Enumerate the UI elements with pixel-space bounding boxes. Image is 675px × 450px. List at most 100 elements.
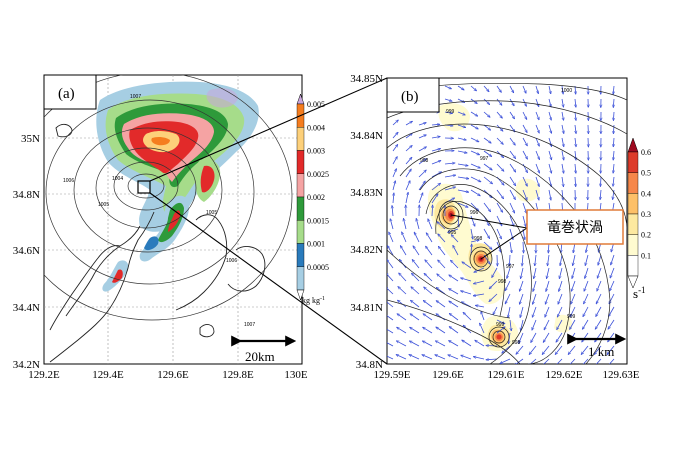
wind-vector [409, 355, 420, 360]
colorbar-a-swatch [296, 266, 305, 291]
wind-vector [449, 275, 459, 282]
wind-vector [470, 202, 479, 211]
wind-vector [535, 98, 539, 107]
wind-vector [449, 313, 459, 321]
wind-vector [610, 280, 615, 291]
wind-vector [431, 194, 438, 204]
panel-a-isobar-labels: 1007 1006 1004 1005 1005 1006 1007 [63, 94, 255, 328]
wind-vector [545, 293, 550, 304]
wind-vector [535, 176, 539, 187]
wind-vector [522, 85, 526, 93]
wind-vector [522, 150, 528, 159]
isobar-label: 1004 [112, 176, 123, 182]
wind-vector [509, 137, 515, 145]
wind-vector [575, 111, 576, 121]
wind-vector [575, 150, 576, 160]
wind-vector [509, 85, 514, 93]
wind-vector [496, 319, 505, 324]
wind-vector [424, 273, 433, 282]
wind-vector [568, 358, 576, 364]
wind-vector [613, 85, 614, 94]
wind-vector [389, 232, 394, 243]
wind-vector [535, 137, 539, 146]
wind-vector [392, 206, 393, 217]
wind-vector [387, 259, 394, 269]
x-tick-label: 129.62E [546, 369, 583, 381]
wind-vector [609, 306, 615, 317]
wind-vector [392, 132, 398, 139]
wind-vector [393, 193, 394, 204]
wind-vector [522, 189, 527, 200]
wind-vector [432, 205, 433, 217]
wind-vector [522, 215, 526, 227]
zoom-box [137, 180, 151, 194]
wind-vector [516, 345, 524, 354]
wind-vector [405, 121, 413, 126]
wind-vector [428, 219, 433, 230]
wind-vector [400, 246, 407, 256]
wind-vector [418, 193, 423, 204]
contour-label: 996 [470, 210, 479, 216]
panel-b-colorbar: 0.6 0.5 0.4 0.3 0.2 0.1 s-1 [627, 137, 651, 301]
wind-vector [410, 327, 420, 334]
panel-b-label: (b) [401, 89, 419, 105]
wind-vector [392, 181, 395, 191]
contour-label: 998 [512, 340, 521, 346]
colorbar-a-bottom-arrow [296, 289, 305, 301]
wind-vector [509, 215, 514, 226]
wind-vector [543, 332, 550, 342]
wind-vector [535, 150, 540, 160]
wind-vector [475, 305, 485, 308]
colorbar-b-swatch [627, 193, 639, 215]
wind-vector [431, 172, 442, 178]
colorbar-a-swatches [296, 93, 305, 301]
wind-vector [533, 293, 537, 304]
wind-vector [575, 98, 576, 107]
wind-vector [483, 163, 492, 170]
wind-vector [458, 215, 459, 227]
panel-b-scale-bar: 1 km [567, 333, 627, 359]
wind-vector [405, 145, 412, 152]
wind-vector [522, 176, 527, 186]
panel-b-contour-labels: 1000 999 998 997 996 995 998 997 998 999… [420, 88, 576, 346]
wind-vector [584, 293, 589, 304]
wind-vector [470, 124, 478, 129]
wind-vector [613, 124, 614, 134]
wind-vector [448, 228, 459, 232]
wind-vector [508, 306, 511, 318]
wind-vector [387, 314, 394, 321]
wind-vector [584, 280, 589, 291]
colorbar-a-swatch [296, 243, 305, 267]
colorbar-a-tick-label: 0.005 [307, 100, 325, 109]
wind-vector [409, 341, 420, 347]
wind-vector [509, 98, 514, 106]
wind-vector [483, 111, 490, 117]
colorbar-b-swatches [627, 137, 639, 289]
colorbar-a-swatch [296, 220, 305, 244]
wind-vector [431, 124, 440, 125]
wind-vector [470, 137, 479, 142]
scale-bar-label: 20km [245, 349, 275, 364]
colorbar-a-tick-label: 0.0025 [307, 170, 329, 179]
wind-vector [387, 300, 394, 308]
wind-vector [396, 341, 407, 347]
wind-vector [523, 241, 524, 253]
wind-vector [509, 163, 516, 172]
wind-vector [571, 280, 576, 291]
wind-vector [562, 176, 564, 187]
colorbar-b-tick-label: 0.1 [641, 251, 651, 260]
wind-vector [470, 189, 480, 196]
wind-vector [444, 187, 456, 191]
wind-vector [397, 300, 407, 308]
colorbar-a-tick-label: 0.0005 [307, 263, 329, 272]
colorbar-a-tick-label: 0.0015 [307, 216, 329, 225]
wind-vector [426, 246, 433, 256]
wind-vector [461, 278, 472, 282]
colorbar-a-swatch [296, 173, 305, 198]
wind-vector [418, 159, 427, 165]
annotation: 竜巻状渦 [450, 209, 624, 260]
wind-vector [451, 235, 459, 243]
contour-label: 997 [506, 264, 515, 270]
panel-a-label: (a) [58, 86, 75, 102]
wind-vector [535, 254, 536, 266]
